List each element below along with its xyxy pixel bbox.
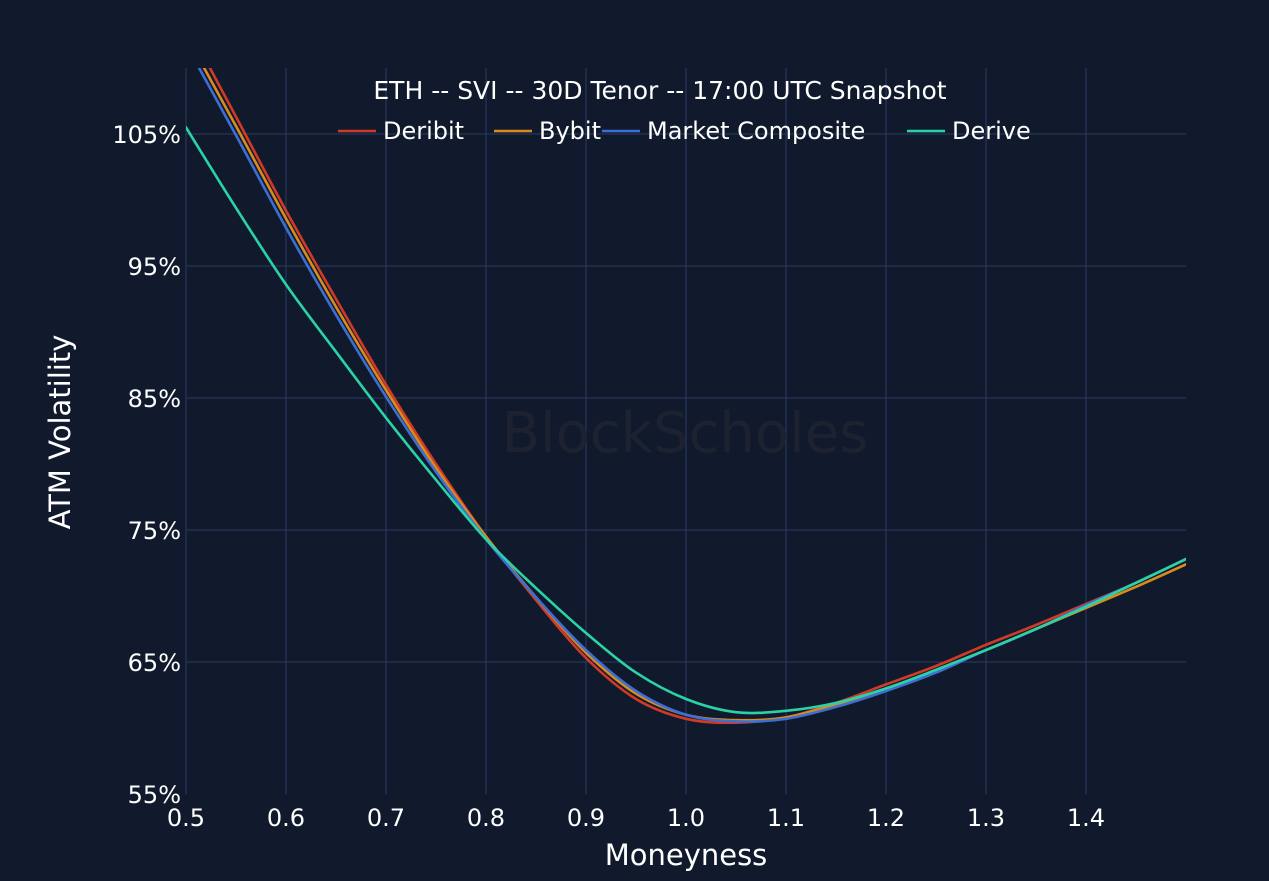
legend-label: Market Composite — [647, 117, 865, 145]
x-tick-label: 1.2 — [867, 804, 905, 832]
x-tick-label: 1.0 — [667, 804, 705, 832]
x-axis-ticks: 0.5 0.6 0.7 0.8 0.9 1.0 1.1 1.2 1.3 1.4 — [167, 804, 1105, 832]
legend-item-deribit[interactable]: Deribit — [338, 117, 464, 145]
x-tick-label: 0.5 — [167, 804, 205, 832]
legend-label: Deribit — [383, 117, 464, 145]
x-tick-label: 1.4 — [1067, 804, 1105, 832]
y-tick-label: 95% — [128, 253, 181, 281]
grid — [185, 68, 1186, 794]
y-tick-label: 85% — [128, 385, 181, 413]
y-tick-label: 65% — [128, 649, 181, 677]
chart-title: ETH -- SVI -- 30D Tenor -- 17:00 UTC Sna… — [373, 76, 946, 105]
legend-label: Bybit — [539, 117, 601, 145]
watermark: BlockScholes — [502, 401, 869, 466]
y-axis-title: ATM Volatility — [43, 335, 77, 530]
series-line-derive — [186, 126, 1186, 715]
x-tick-label: 0.9 — [567, 804, 605, 832]
x-axis-title: Moneyness — [605, 838, 768, 872]
x-tick-label: 0.7 — [367, 804, 405, 832]
y-tick-label: 55% — [128, 781, 181, 809]
series-line-deribit — [208, 68, 1186, 725]
x-tick-label: 0.6 — [267, 804, 305, 832]
legend-label: Derive — [952, 117, 1031, 145]
y-tick-label: 75% — [128, 517, 181, 545]
legend-item-market-composite[interactable]: Market Composite — [602, 117, 865, 145]
y-axis-ticks: 55% 65% 75% 85% 95% 105% — [112, 121, 181, 809]
legend[interactable]: Deribit Bybit Market Composite Derive — [338, 117, 1031, 145]
legend-item-derive[interactable]: Derive — [907, 117, 1031, 145]
legend-item-bybit[interactable]: Bybit — [494, 117, 601, 145]
x-tick-label: 1.3 — [967, 804, 1005, 832]
y-tick-label: 105% — [112, 121, 181, 149]
x-tick-label: 1.1 — [767, 804, 805, 832]
series-group — [186, 68, 1186, 725]
x-tick-label: 0.8 — [467, 804, 505, 832]
